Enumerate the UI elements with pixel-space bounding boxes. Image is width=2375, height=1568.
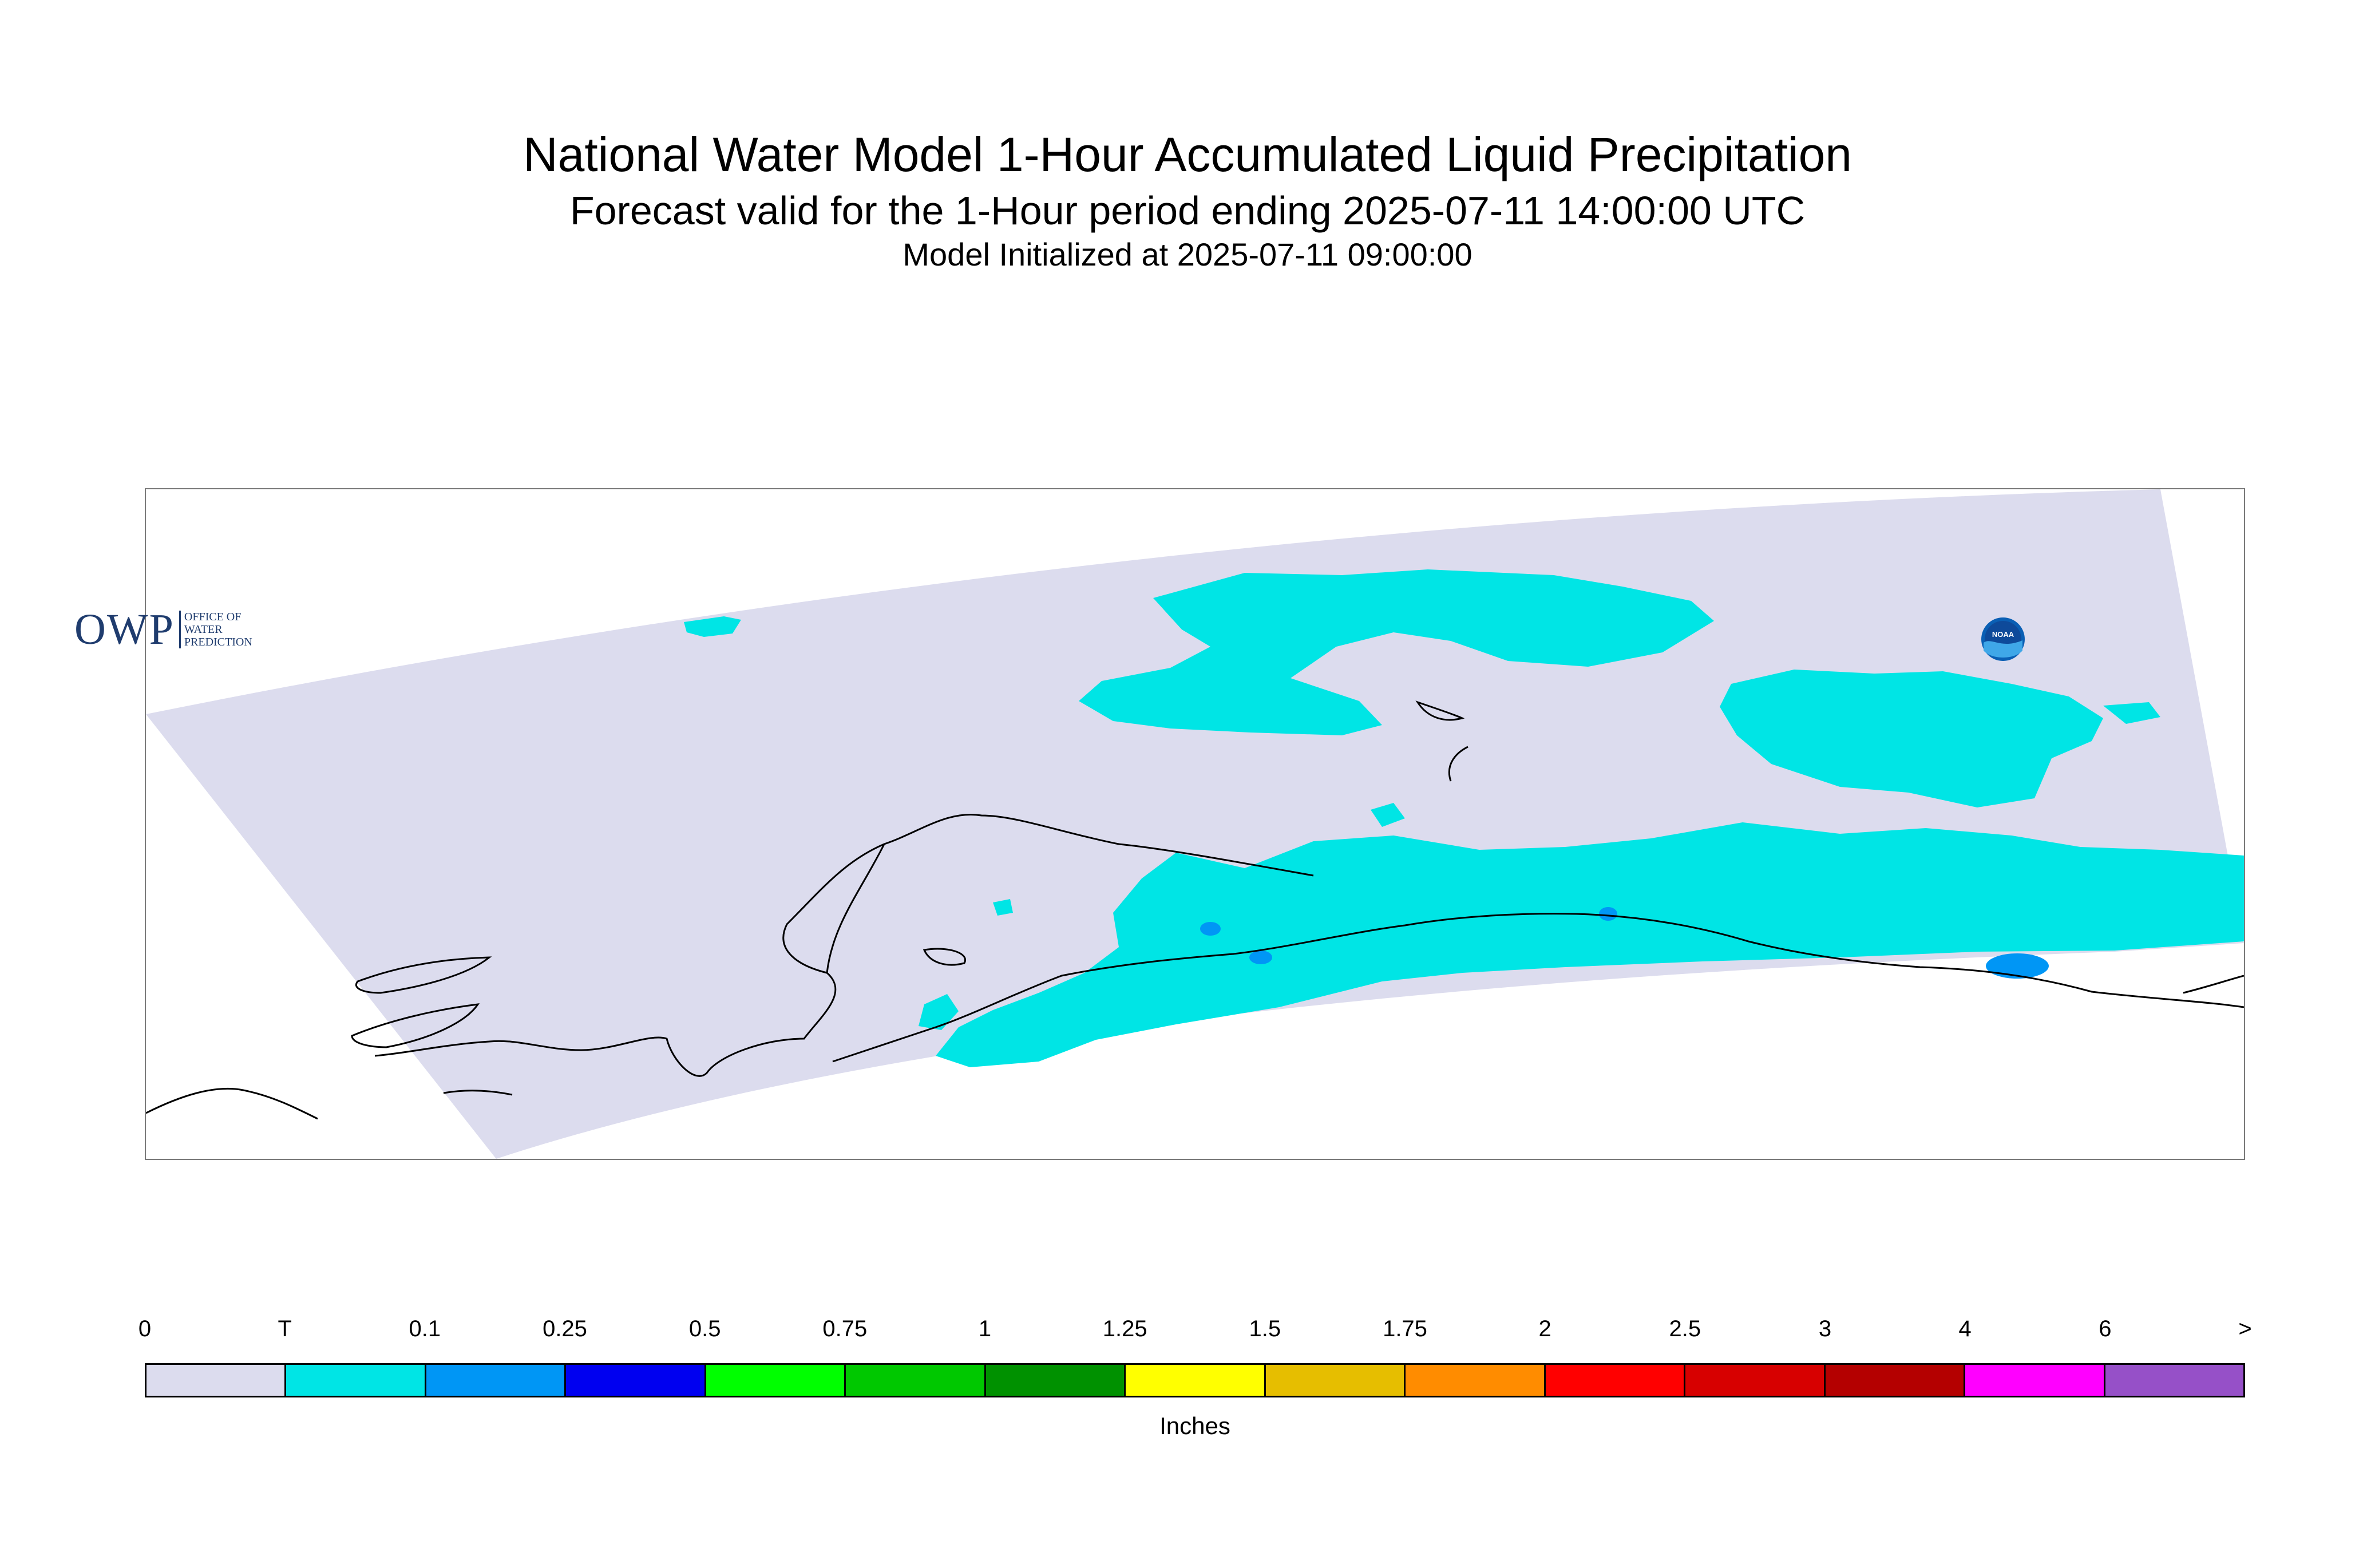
legend-tick-8: 1.5 (1249, 1316, 1281, 1341)
coastline-west-peninsula (146, 1087, 318, 1120)
precip-spot-2 (1200, 922, 1221, 936)
legend-swatch-0 (147, 1365, 287, 1396)
coastline-west-loop (351, 1003, 480, 1048)
precip-area-southern-coast (936, 822, 2244, 1067)
legend-swatch-1 (286, 1365, 426, 1396)
precip-area-peninsula (919, 994, 959, 1030)
legend-swatch-13 (1965, 1365, 2105, 1396)
legend-tick-7: 1.25 (1102, 1316, 1147, 1341)
precip-area-east-patch (2103, 702, 2160, 724)
moderate-precipitation-areas (1200, 907, 2049, 979)
legend-tick-3: 0.25 (543, 1316, 587, 1341)
legend-swatch-9 (1406, 1365, 1546, 1396)
legend-swatch-5 (846, 1365, 986, 1396)
owp-tagline-line-1: OFFICE OF (184, 611, 242, 623)
legend-swatch-11 (1685, 1365, 1826, 1396)
precip-spot-3 (1249, 951, 1272, 964)
coastlines (146, 700, 2244, 1120)
coastline-east-edge (2183, 975, 2244, 994)
legend-swatch-3 (566, 1365, 706, 1396)
coastline-lake (1415, 700, 1465, 721)
legend-swatch-8 (1265, 1365, 1406, 1396)
precipitation-map[interactable] (146, 489, 2244, 1159)
legend-swatch-2 (426, 1365, 567, 1396)
legend-tick-10: 2 (1538, 1316, 1551, 1341)
precip-spot-4 (1599, 907, 1617, 921)
legend-swatch-7 (1126, 1365, 1266, 1396)
model-initialized-line: Model Initialized at 2025-07-11 09:00:00 (902, 236, 1472, 272)
legend-swatch-14 (2105, 1365, 2244, 1396)
owp-tagline-line-3: PREDICTION (184, 636, 252, 648)
precip-area-northwest (684, 616, 741, 637)
noaa-logo: NOAA (1981, 617, 2025, 661)
legend-tick-4: 0.5 (688, 1316, 721, 1341)
legend-swatch-4 (706, 1365, 846, 1396)
page-title: National Water Model 1-Hour Accumulated … (522, 128, 1852, 181)
model-domain-region (146, 489, 2244, 1159)
legend-tick-13: 4 (1958, 1316, 1972, 1341)
legend-tick-labels: 0 T 0.1 0.25 0.5 0.75 1 1.25 1.5 1.75 2 … (138, 1316, 2252, 1351)
legend-swatch-6 (985, 1365, 1126, 1396)
legend-tick-11: 2.5 (1669, 1316, 1701, 1341)
legend-tick-5: 0.75 (822, 1316, 868, 1341)
coastline-bay (826, 844, 885, 973)
owp-tagline-line-2: WATER (184, 623, 223, 636)
legend-tick-0: 0 (138, 1316, 152, 1341)
trace-precipitation-areas (684, 569, 2244, 1067)
legend-swatch-12 (1825, 1365, 1966, 1396)
legend-tick-2: 0.1 (409, 1316, 441, 1341)
legend-tick-6: 1 (978, 1316, 992, 1341)
precip-area-north-central (1079, 569, 1714, 735)
precip-area-northeast (1720, 670, 2103, 807)
coastline-west-spit (443, 1090, 513, 1096)
noaa-logo-text: NOAA (1992, 630, 2014, 639)
coastline-mainland (374, 814, 1314, 1077)
legend-swatch-10 (1545, 1365, 1686, 1396)
owp-logo: OWP OFFICE OF WATER PREDICTION (74, 605, 252, 654)
coastline-island (923, 948, 967, 966)
owp-logo-tagline: OFFICE OF WATER PREDICTION (179, 611, 252, 648)
coastline-west-arm (355, 956, 492, 994)
precip-area-small-1 (993, 899, 1013, 916)
owp-logo-letters: OWP (74, 605, 175, 654)
legend-tick-1: T (278, 1316, 292, 1341)
map-panel[interactable] (145, 488, 2245, 1160)
legend-tick-9: 1.75 (1383, 1316, 1427, 1341)
coastline-south (832, 913, 2244, 1063)
forecast-valid-subtitle: Forecast valid for the 1-Hour period end… (569, 188, 1806, 233)
precip-area-small-2 (1371, 803, 1405, 827)
legend-color-bar (145, 1363, 2245, 1397)
precip-spot-1 (1986, 953, 2049, 979)
color-legend: 0 T 0.1 0.25 0.5 0.75 1 1.25 1.5 1.75 2 … (138, 1316, 2252, 1439)
legend-tick-14: 6 (2099, 1316, 2112, 1341)
legend-tick-12: 3 (1818, 1316, 1832, 1341)
legend-tick-15: > (2238, 1316, 2252, 1341)
coastline-river (1448, 746, 1468, 782)
legend-unit-label: Inches (1159, 1412, 1230, 1439)
